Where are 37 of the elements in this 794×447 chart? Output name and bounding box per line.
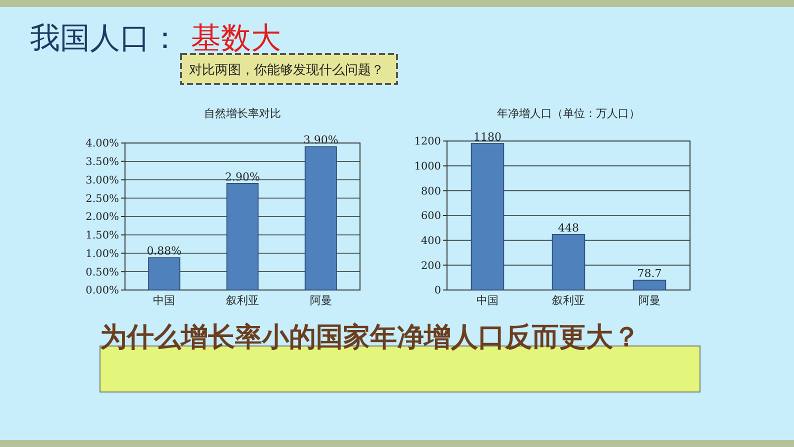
y-tick-label: 200 [420,260,441,272]
bar [226,183,259,290]
y-tick-label: 2.50% [86,192,120,205]
y-tick-label: 1.50% [86,230,120,242]
x-tick-label: 阿曼 [310,294,332,307]
data-label: 1180 [474,130,502,144]
bar [632,280,666,290]
y-tick-label: 4.00% [86,138,120,150]
y-tick-label: 800 [420,185,441,198]
bar [148,257,180,290]
x-tick-label: 中国 [153,294,176,307]
text: 为什么增长率小的国家年净增人口反而更大？ [100,322,640,353]
chart-title: 自然增长率对比 [204,107,281,120]
y-tick-label: 400 [420,235,441,248]
y-tick-label: 3.50% [86,156,120,168]
chart-title: 年净增人口（单位：万人口） [497,107,640,120]
y-tick-label: 600 [420,210,441,222]
y-tick-label: 3.00% [86,174,120,186]
bar [470,143,504,290]
y-tick-label: 0.00% [86,284,120,297]
text: 基数大 [191,21,281,56]
y-tick-label: 1000 [414,160,441,173]
bar [304,146,337,290]
y-tick-label: 0 [434,284,441,297]
data-label: 78.7 [637,267,662,280]
bar [552,234,586,290]
x-tick-label: 阿曼 [638,294,660,307]
text: 对比两图，你能够发现什么问题？ [189,63,384,78]
y-tick-label: 0.50% [86,266,120,278]
text: 我国人口： [30,21,180,56]
x-tick-label: 叙利亚 [226,294,259,307]
x-tick-label: 中国 [476,294,498,307]
data-label: 448 [558,221,579,234]
x-tick-label: 叙利亚 [552,294,585,307]
y-tick-label: 1.00% [86,248,120,260]
y-tick-label: 2.00% [86,211,120,224]
y-tick-label: 1200 [414,136,441,148]
